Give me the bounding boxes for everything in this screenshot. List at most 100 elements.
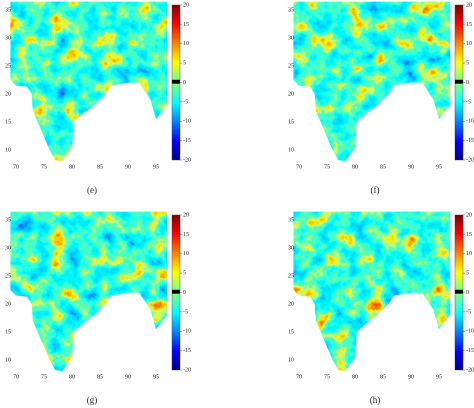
colorbar-tick-label: -15 [466, 138, 474, 144]
colorbar-tick-label: 10 [466, 251, 472, 257]
y-tick-label: 30 [288, 35, 294, 41]
y-tick-label: 15 [288, 119, 294, 125]
y-tick-label: 30 [288, 245, 294, 251]
colorbar-tick-label: 5 [466, 271, 469, 277]
colorbar-tick-label: 0 [466, 290, 469, 296]
y-tick-label: 25 [288, 273, 294, 279]
heatmap [293, 211, 451, 372]
x-tick-label: 90 [408, 374, 414, 380]
y-tick-label: 25 [5, 273, 11, 279]
y-tick-label: 35 [288, 217, 294, 223]
colorbar-tick-label: -20 [466, 157, 474, 163]
heatmap [293, 1, 451, 162]
y-tick-label: 10 [288, 147, 294, 153]
y-tick-label: 15 [5, 329, 11, 335]
colorbar-tick-label: 0 [183, 80, 186, 86]
x-tick-label: 85 [380, 374, 386, 380]
x-tick-label: 90 [125, 374, 131, 380]
colorbar [171, 4, 181, 161]
y-tick-label: 15 [288, 329, 294, 335]
y-tick-label: 35 [288, 7, 294, 13]
y-tick-label: 25 [5, 63, 11, 69]
x-tick-label: 95 [436, 164, 442, 170]
y-tick-label: 15 [5, 119, 11, 125]
x-tick-label: 75 [41, 164, 47, 170]
x-tick-label: 70 [296, 374, 302, 380]
colorbar-tick-label: -10 [183, 119, 191, 125]
colorbar-tick-label: -15 [183, 348, 191, 354]
panel-caption: (f) [371, 185, 380, 195]
colorbar-tick-label: -20 [466, 367, 474, 373]
colorbar-tick-label: 20 [466, 212, 472, 218]
panel-caption: (g) [87, 395, 98, 405]
y-tick-label: 35 [5, 7, 11, 13]
y-tick-label: 20 [5, 91, 11, 97]
map-panel [293, 211, 451, 372]
x-tick-label: 75 [41, 374, 47, 380]
colorbar [454, 4, 464, 161]
y-tick-label: 10 [288, 357, 294, 363]
x-tick-label: 80 [69, 164, 75, 170]
x-tick-label: 90 [125, 164, 131, 170]
colorbar-tick-label: 15 [183, 232, 189, 238]
y-tick-label: 10 [5, 357, 11, 363]
x-tick-label: 90 [408, 164, 414, 170]
x-tick-label: 95 [153, 164, 159, 170]
x-tick-label: 95 [436, 374, 442, 380]
colorbar [454, 214, 464, 371]
y-tick-label: 20 [5, 301, 11, 307]
y-tick-label: 20 [288, 91, 294, 97]
x-tick-label: 75 [324, 164, 330, 170]
x-tick-label: 70 [13, 164, 19, 170]
x-tick-label: 85 [97, 374, 103, 380]
map-panel [10, 211, 168, 372]
y-tick-label: 30 [5, 35, 11, 41]
colorbar-tick-label: 10 [183, 41, 189, 47]
x-tick-label: 80 [352, 374, 358, 380]
x-tick-label: 85 [380, 164, 386, 170]
colorbar-tick-label: 0 [466, 80, 469, 86]
colorbar-tick-label: 5 [183, 271, 186, 277]
x-tick-label: 70 [296, 164, 302, 170]
colorbar-tick-label: 5 [466, 61, 469, 67]
colorbar-tick-label: -5 [466, 309, 471, 315]
colorbar-tick-label: -5 [466, 99, 471, 105]
x-tick-label: 85 [97, 164, 103, 170]
y-tick-label: 10 [5, 147, 11, 153]
colorbar-tick-label: -20 [183, 367, 191, 373]
colorbar-tick-label: 20 [183, 212, 189, 218]
colorbar-tick-label: 20 [183, 2, 189, 8]
y-tick-label: 35 [5, 217, 11, 223]
x-tick-label: 75 [324, 374, 330, 380]
map-panel [10, 1, 168, 162]
colorbar-tick-label: 5 [183, 61, 186, 67]
colorbar-tick-label: -5 [183, 99, 188, 105]
colorbar-tick-label: -5 [183, 309, 188, 315]
y-tick-label: 30 [5, 245, 11, 251]
colorbar-tick-label: -20 [183, 157, 191, 163]
heatmap [10, 211, 168, 372]
map-panel [293, 1, 451, 162]
x-tick-label: 80 [352, 164, 358, 170]
x-tick-label: 70 [13, 374, 19, 380]
x-tick-label: 95 [153, 374, 159, 380]
heatmap [10, 1, 168, 162]
y-tick-label: 20 [288, 301, 294, 307]
colorbar-tick-label: 15 [466, 232, 472, 238]
colorbar-tick-label: -15 [183, 138, 191, 144]
colorbar [171, 214, 181, 371]
colorbar-tick-label: 10 [183, 251, 189, 257]
x-tick-label: 80 [69, 374, 75, 380]
colorbar-tick-label: -10 [466, 329, 474, 335]
colorbar-tick-label: 0 [183, 290, 186, 296]
colorbar-tick-label: 10 [466, 41, 472, 47]
y-tick-label: 25 [288, 63, 294, 69]
colorbar-tick-label: 15 [466, 22, 472, 28]
colorbar-tick-label: 15 [183, 22, 189, 28]
panel-caption: (e) [87, 185, 97, 195]
colorbar-tick-label: -10 [466, 119, 474, 125]
colorbar-tick-label: 20 [466, 2, 472, 8]
colorbar-tick-label: -15 [466, 348, 474, 354]
panel-caption: (h) [370, 395, 381, 405]
